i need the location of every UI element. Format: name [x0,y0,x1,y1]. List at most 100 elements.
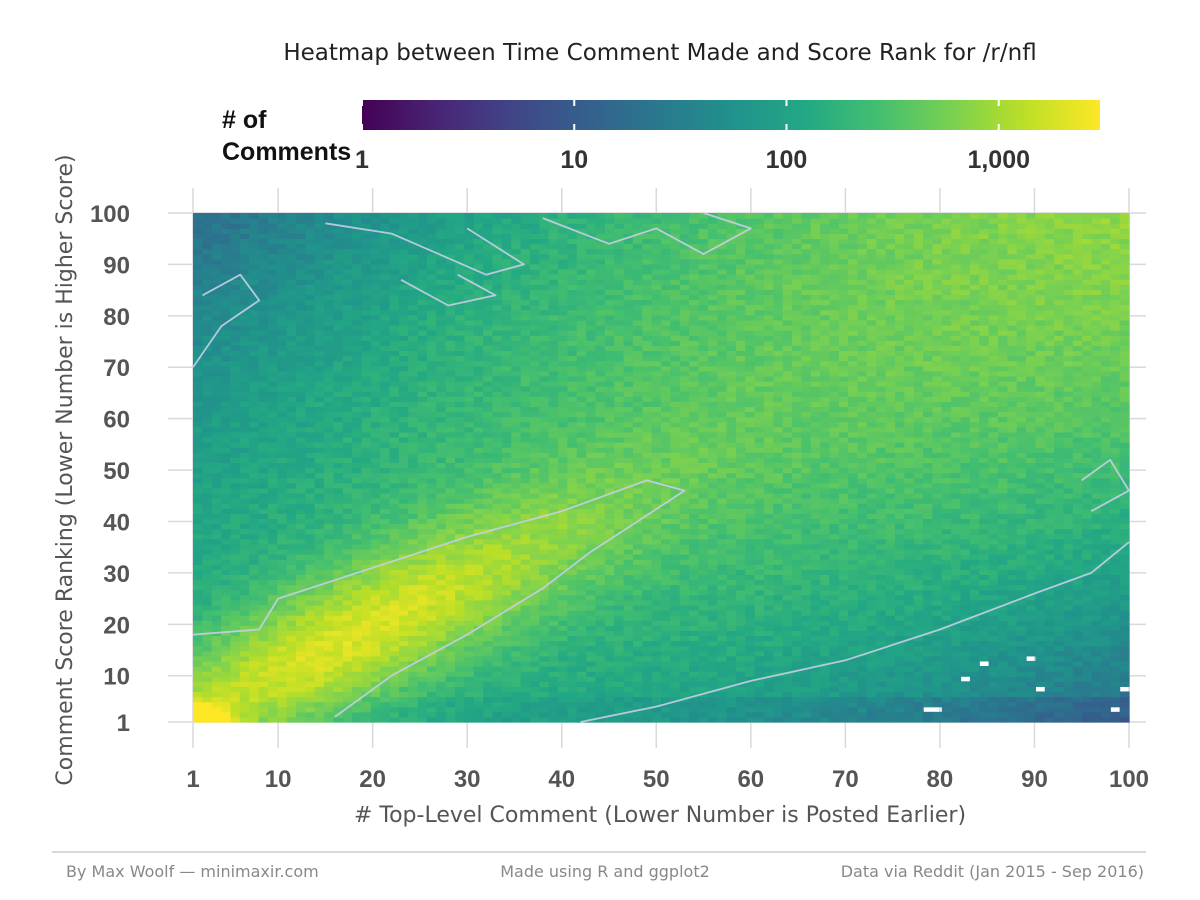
heatmap-cell [324,482,334,489]
heatmap-cell [193,559,203,565]
heatmap-cell [558,711,568,718]
heatmap-cell [548,253,559,260]
heatmap-cell [230,360,241,367]
heatmap-cell [473,426,484,433]
heatmap-cell [483,401,494,408]
heatmap-cell [529,436,540,443]
heatmap-cell [324,472,334,479]
heatmap-cell [202,538,213,545]
heatmap-cell [567,263,578,270]
heatmap-cell [389,426,400,433]
heatmap-cell [286,340,297,346]
heatmap-cell [558,681,568,687]
heatmap-cell [361,243,372,250]
heatmap-cell [239,503,250,509]
heatmap-cell [370,671,381,677]
heatmap-cell [427,233,437,240]
heatmap-cell [249,401,260,408]
heatmap-cell [408,584,419,591]
heatmap-cell [277,253,288,260]
heatmap-cell [389,513,400,519]
heatmap-cell [333,238,344,245]
heatmap-cell [632,284,643,290]
heatmap-cell [314,396,325,402]
heatmap-cell [333,370,344,377]
heatmap-cell [239,406,250,413]
heatmap-cell [427,503,437,509]
heatmap-cell [249,645,260,652]
heatmap-cell [352,294,363,301]
heatmap-cell [586,523,597,530]
heatmap-cell [520,599,531,606]
heatmap-cell [511,350,522,357]
heatmap-cell [221,518,232,525]
heatmap-cell [295,228,306,234]
heatmap-cell [558,330,568,336]
heatmap-cell [380,477,391,484]
heatmap-cell [539,401,550,408]
heatmap-cell [408,513,419,519]
heatmap-cell [576,615,587,621]
heatmap-cell [511,538,522,545]
heatmap-cell [398,594,409,601]
heatmap-cell [483,696,494,703]
heatmap-cell [408,350,419,357]
heatmap-cell [483,681,494,687]
heatmap-cell [333,467,344,474]
heatmap-cell [389,579,400,586]
heatmap-cell [417,584,428,591]
heatmap-cell [324,442,334,448]
heatmap-cell [267,304,278,311]
heatmap-cell [202,416,213,423]
heatmap-cell [473,462,484,469]
heatmap-cell [221,380,232,387]
heatmap-cell [427,660,437,667]
heatmap-cell [492,513,503,519]
heatmap-cell [567,360,578,367]
heatmap-cell [408,671,419,677]
heatmap-cell [305,447,316,453]
heatmap-cell [324,487,334,494]
heatmap-cell [445,268,456,275]
heatmap-cell [604,223,615,229]
heatmap-cell [295,655,306,662]
heatmap-cell [445,253,456,260]
heatmap-cell [576,676,587,682]
heatmap-cell [267,696,278,703]
heatmap-cell [380,248,391,255]
heatmap-cell [342,360,353,367]
heatmap-cell [370,620,381,626]
heatmap-cell [455,365,466,372]
heatmap-cell [604,660,615,667]
heatmap-cell [277,309,288,316]
heatmap-cell [193,487,203,494]
heatmap-cell [211,645,222,652]
heatmap-cell [548,482,559,489]
heatmap-cell [305,630,316,637]
heatmap-cell [277,498,288,504]
heatmap-cell [211,574,222,581]
heatmap-cell [623,248,634,255]
heatmap-cell [464,375,475,382]
heatmap-cell [361,258,372,265]
heatmap-cell [623,284,634,290]
heatmap-cell [492,467,503,474]
heatmap-cell [230,513,241,519]
heatmap-cell [642,274,653,280]
heatmap-cell [632,370,643,377]
heatmap-cell [539,238,550,245]
heatmap-cell [267,258,278,265]
heatmap-cell [286,258,297,265]
heatmap-cell [520,701,531,708]
heatmap-cell [352,457,363,464]
heatmap-cell [623,650,634,657]
heatmap-cell [558,655,568,662]
heatmap-cell [370,640,381,647]
heatmap-cell [539,691,550,698]
heatmap-cell [267,360,278,367]
heatmap-cell [333,523,344,530]
heatmap-cell [239,426,250,433]
heatmap-cell [558,543,568,550]
heatmap-cell [586,594,597,601]
heatmap-cell [539,594,550,601]
